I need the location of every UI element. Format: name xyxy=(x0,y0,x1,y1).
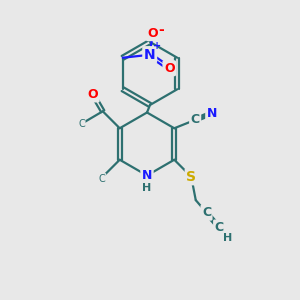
Text: C: C xyxy=(202,206,211,219)
Text: O: O xyxy=(164,62,175,75)
Text: N: N xyxy=(207,107,217,120)
Text: N: N xyxy=(144,48,155,62)
Text: S: S xyxy=(186,170,196,184)
Text: H: H xyxy=(223,233,232,243)
Text: -: - xyxy=(158,22,164,37)
Text: C: C xyxy=(214,221,224,234)
Text: O: O xyxy=(147,27,158,40)
Text: H: H xyxy=(142,183,152,193)
Text: C: C xyxy=(190,113,200,126)
Text: O: O xyxy=(88,88,98,101)
Text: C: C xyxy=(78,119,85,129)
Text: C: C xyxy=(99,174,106,184)
Text: N: N xyxy=(142,169,152,182)
Text: +: + xyxy=(153,41,161,51)
